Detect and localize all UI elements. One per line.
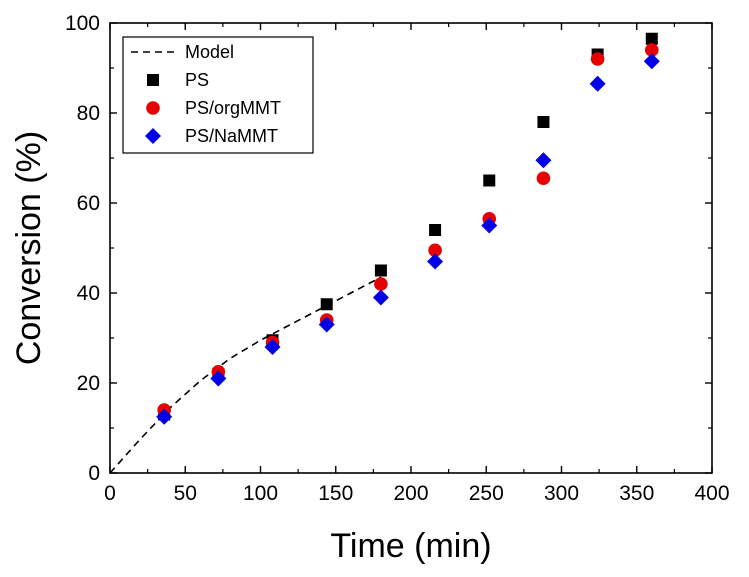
model-line [109,276,382,474]
x-tick-label: 300 [544,482,579,505]
x-tick-label: 350 [619,482,654,505]
data-point [429,224,442,236]
data-point [483,174,496,187]
y-tick-label: 0 [88,462,100,485]
x-tick-label: 200 [393,482,428,505]
data-point [537,116,550,128]
x-tick-label: 0 [104,482,116,505]
legend: Model PS PS/orgMMT PS/NaMMT [122,36,314,154]
data-point [372,289,389,306]
legend-entry: PS/orgMMT [185,98,281,118]
data-point [643,53,660,70]
data-point [320,298,333,311]
y-tick-label: 20 [77,372,100,395]
data-point [428,243,442,258]
data-point [645,43,659,57]
y-axis-title: Conversion (%) [10,131,48,365]
data-point [374,264,387,277]
data-point [590,52,605,66]
plot-marks [109,32,660,474]
series-model [109,276,382,474]
data-point [536,171,551,186]
data-point [645,32,658,45]
legend-entry: PS/NaMMT [185,126,278,146]
legend-marker-key [146,101,160,115]
data-point [210,370,227,387]
legend-marker-key [147,74,159,86]
y-tick-label: 100 [65,12,100,35]
y-tick-label: 40 [77,282,100,305]
data-point [589,75,606,92]
axis-ticks [109,22,713,474]
x-tick-label: 100 [243,482,278,505]
x-axis-title: Time (min) [330,527,491,565]
data-point [535,152,552,169]
y-tick-label: 60 [77,192,100,215]
x-tick-label: 150 [318,482,353,505]
data-point [156,408,173,425]
legend-entry: Model [185,42,234,62]
y-tick-label: 80 [77,102,100,125]
legend-marker-key [145,128,161,144]
data-point [264,339,281,355]
data-point [374,277,388,291]
legend-entry: PS [185,70,209,90]
tick-labels: 0 50 100 150 200 250 300 350 400 0 20 40 60 80 100 [65,12,730,505]
data-point [481,217,498,234]
data-point [318,316,335,333]
x-tick-label: 250 [469,482,504,505]
series-ps-nammt [156,53,660,425]
x-tick-label: 50 [174,482,197,505]
x-tick-label: 400 [694,482,729,505]
data-point [427,253,444,270]
